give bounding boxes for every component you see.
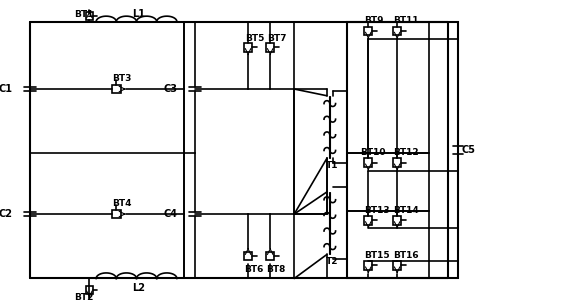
Text: BT3: BT3 [112, 74, 132, 84]
Bar [347, 22, 429, 154]
Text: BT4: BT4 [112, 200, 132, 208]
Bar [244, 43, 252, 52]
Text: BT14: BT14 [393, 206, 419, 215]
Bar [364, 216, 372, 225]
Text: C5: C5 [461, 145, 475, 155]
Bar [111, 85, 121, 93]
Text: T1: T1 [326, 161, 338, 169]
Text: T2: T2 [326, 257, 338, 266]
Text: BT5: BT5 [245, 33, 265, 43]
Bar [266, 43, 274, 52]
Bar [85, 286, 93, 294]
Text: BT13: BT13 [364, 206, 390, 215]
Text: C2: C2 [0, 209, 12, 219]
Bar [111, 210, 121, 218]
Bar [266, 251, 274, 260]
Text: BT8: BT8 [266, 265, 285, 274]
Bar [347, 22, 457, 278]
Text: C3: C3 [164, 84, 178, 94]
Text: BT12: BT12 [393, 148, 419, 157]
Bar [393, 216, 401, 225]
Text: L1: L1 [132, 9, 144, 19]
Text: BT10: BT10 [361, 148, 386, 157]
Bar [347, 154, 429, 211]
Text: BT7: BT7 [268, 33, 287, 43]
Text: C4: C4 [164, 209, 178, 219]
Text: BT9: BT9 [364, 16, 384, 25]
Bar [364, 261, 372, 270]
Bar [393, 261, 401, 270]
Text: BT11: BT11 [393, 16, 419, 25]
Bar [393, 158, 401, 167]
Text: C1: C1 [0, 84, 12, 94]
Text: BT6: BT6 [244, 265, 264, 274]
Text: BT16: BT16 [393, 251, 419, 260]
Text: BT15: BT15 [364, 251, 390, 260]
Text: L2: L2 [132, 283, 144, 293]
Bar [347, 211, 429, 278]
Bar [85, 12, 93, 20]
Text: BT1: BT1 [74, 10, 93, 19]
Text: BT2: BT2 [74, 293, 93, 302]
Bar [364, 26, 372, 35]
Bar [244, 251, 252, 260]
Bar [393, 26, 401, 35]
Bar [364, 158, 372, 167]
